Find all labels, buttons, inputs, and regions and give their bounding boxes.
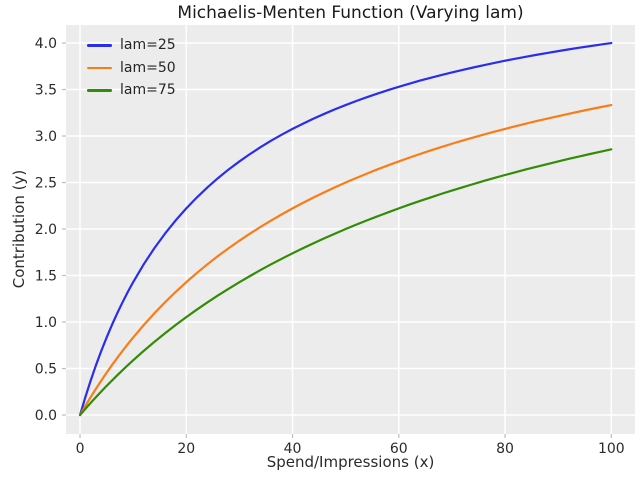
legend-label: lam=75 [120, 82, 176, 99]
x-tick-label: 60 [390, 441, 408, 457]
curve-lam=50 [78, 103, 613, 417]
x-tick-label: 0 [76, 441, 85, 457]
y-tick-label: 1.5 [35, 269, 57, 285]
legend-line-sample [87, 66, 112, 69]
y-tick-label: 3.5 [35, 83, 57, 99]
y-tick-label: 0.5 [35, 362, 57, 378]
x-tick-label: 20 [177, 441, 195, 457]
x-tick-label: 80 [496, 441, 514, 457]
x-tick-label: 40 [284, 441, 302, 457]
x-tick-label: 100 [598, 441, 625, 457]
legend-item: lam=25 [87, 34, 176, 57]
y-tick-label: 4.0 [35, 36, 57, 52]
y-axis-label: Contribution (y) [10, 169, 28, 289]
y-tick-label: 3.0 [35, 129, 57, 145]
legend-item: lam=75 [87, 79, 176, 102]
curve-lam=75 [78, 148, 613, 417]
legend-line-sample [87, 89, 112, 92]
y-tick-label: 2.5 [35, 176, 57, 192]
chart-title: Michaelis-Menten Function (Varying lam) [177, 3, 524, 23]
curve-lam=25 [78, 41, 613, 417]
legend-line-sample [87, 44, 112, 47]
legend-label: lam=50 [120, 59, 176, 76]
x-axis-label: Spend/Impressions (x) [266, 453, 435, 471]
legend: lam=25 lam=50 lam=75 [87, 34, 176, 102]
y-tick-label: 2.0 [35, 222, 57, 238]
legend-label: lam=25 [120, 37, 176, 54]
y-tick-label: 1.0 [35, 315, 57, 331]
legend-item: lam=50 [87, 57, 176, 80]
y-tick-label: 0.0 [35, 408, 57, 424]
